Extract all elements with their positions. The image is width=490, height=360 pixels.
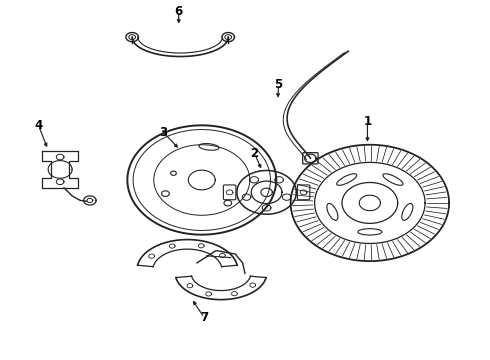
Text: 2: 2: [250, 147, 259, 160]
Text: 4: 4: [34, 119, 43, 132]
Text: 1: 1: [364, 115, 371, 128]
Text: 5: 5: [274, 78, 283, 91]
Text: 6: 6: [174, 5, 183, 18]
Text: 7: 7: [200, 311, 208, 324]
Text: 3: 3: [159, 126, 168, 139]
